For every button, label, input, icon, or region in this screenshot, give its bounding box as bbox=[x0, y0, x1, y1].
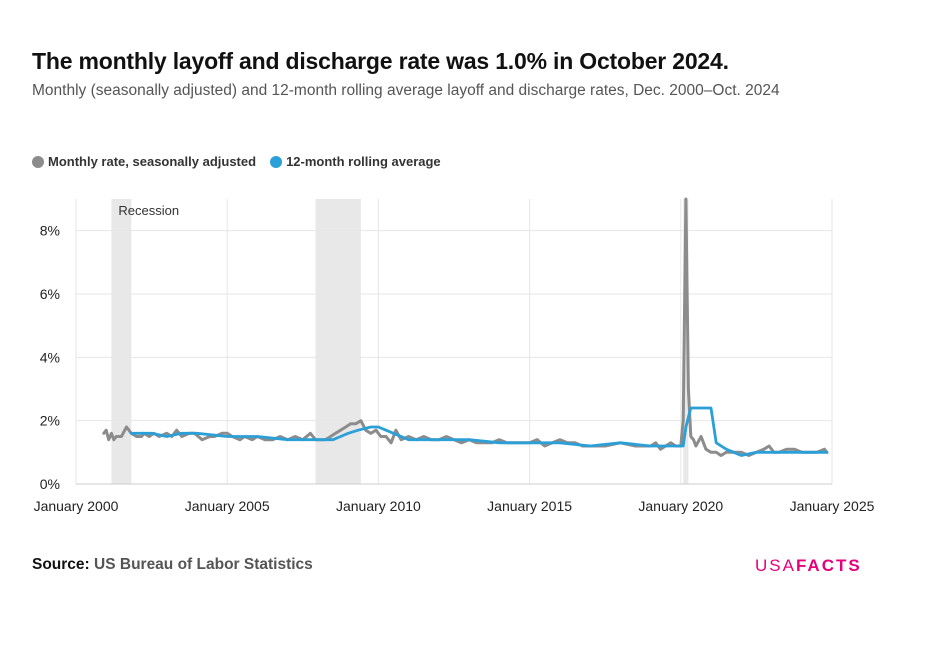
y-tick-label: 6% bbox=[40, 286, 60, 302]
recession-band-1 bbox=[315, 199, 361, 484]
chart-legend: Monthly rate, seasonally adjusted 12-mon… bbox=[32, 154, 441, 169]
axis-labels: 0% 2% 4% 6% 8% January 2000 January 2005 Januar… bbox=[34, 223, 875, 514]
x-tick-label: January 2020 bbox=[638, 498, 723, 514]
y-tick-label: 4% bbox=[40, 349, 60, 365]
series-line-monthly bbox=[102, 197, 829, 457]
legend-swatch-monthly bbox=[32, 155, 44, 168]
gridlines bbox=[75, 199, 833, 485]
source-label: Source: bbox=[32, 556, 90, 573]
usafacts-logo[interactable]: USAFACTS bbox=[755, 556, 862, 576]
recession-bands: Recession bbox=[111, 199, 689, 484]
logo-text-usa: USA bbox=[755, 556, 796, 575]
x-tick-label: January 2000 bbox=[34, 498, 119, 514]
recession-label: Recession bbox=[118, 203, 179, 218]
recession-band-0 bbox=[111, 199, 132, 484]
x-tick-label: January 2015 bbox=[487, 498, 572, 514]
legend-label-rolling: 12-month rolling average bbox=[286, 154, 441, 169]
legend-label-monthly: Monthly rate, seasonally adjusted bbox=[48, 154, 257, 169]
legend-swatch-rolling bbox=[270, 155, 283, 168]
x-tick-label: January 2005 bbox=[185, 498, 270, 514]
chart-subtitle: Monthly (seasonally adjusted) and 12-mon… bbox=[32, 82, 780, 99]
legend-item-rolling[interactable]: 12-month rolling average bbox=[270, 154, 441, 169]
source-note: Source: US Bureau of Labor Statistics bbox=[32, 556, 313, 574]
chart-title: The monthly layoff and discharge rate wa… bbox=[32, 48, 729, 74]
logo-text-facts: FACTS bbox=[795, 556, 862, 575]
series-line-rolling bbox=[129, 406, 829, 457]
legend-item-monthly[interactable]: Monthly rate, seasonally adjusted bbox=[32, 154, 256, 169]
y-tick-label: 2% bbox=[40, 413, 60, 429]
x-tick-label: January 2010 bbox=[336, 498, 421, 514]
series-lines bbox=[102, 197, 829, 457]
x-tick-label: January 2025 bbox=[790, 498, 875, 514]
y-tick-label: 8% bbox=[40, 223, 60, 239]
source-text[interactable]: US Bureau of Labor Statistics bbox=[94, 556, 313, 573]
y-tick-label: 0% bbox=[40, 476, 60, 492]
recession-band-2 bbox=[683, 199, 689, 484]
